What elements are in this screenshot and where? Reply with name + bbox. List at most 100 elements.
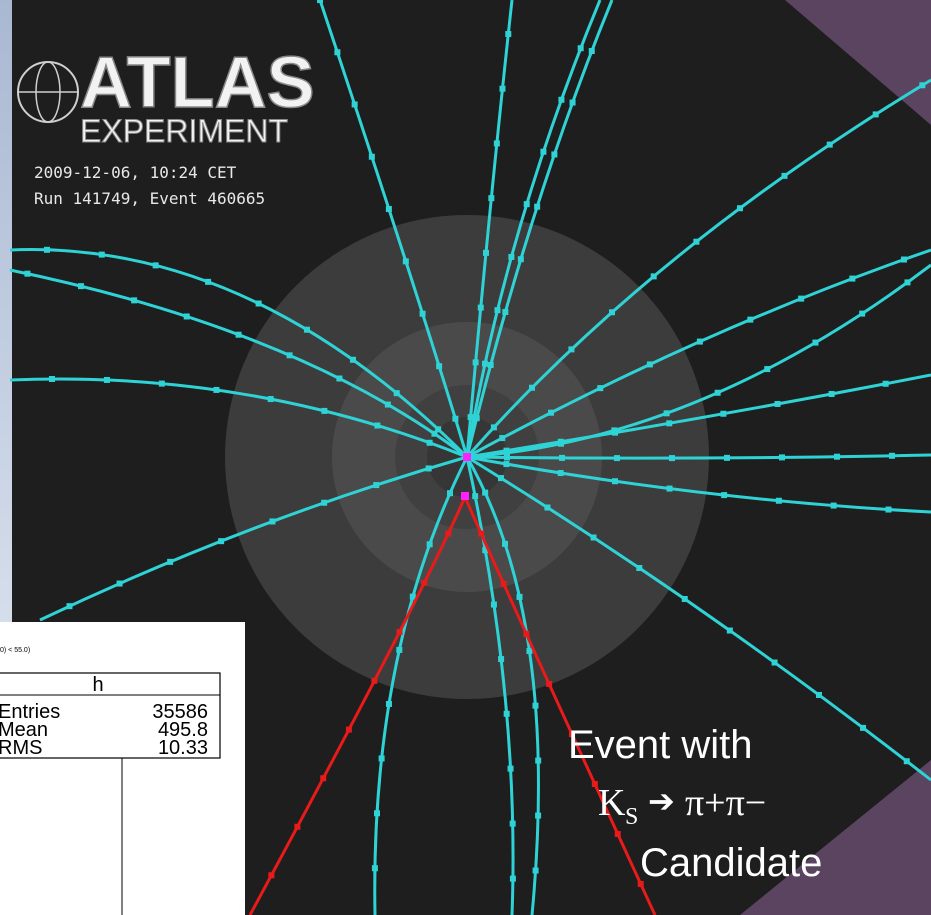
hit bbox=[591, 781, 598, 788]
hit bbox=[516, 593, 523, 600]
stat-value: 35586 bbox=[152, 701, 208, 723]
hit bbox=[798, 295, 805, 302]
hit bbox=[723, 454, 730, 461]
track bbox=[39, 455, 468, 622]
hit bbox=[235, 331, 242, 338]
hit bbox=[534, 203, 541, 210]
hit bbox=[409, 593, 416, 600]
hit bbox=[267, 396, 274, 403]
track bbox=[465, 0, 602, 458]
hit bbox=[503, 449, 510, 456]
hit bbox=[499, 435, 506, 442]
hit bbox=[286, 352, 293, 359]
hit bbox=[696, 338, 703, 345]
hit bbox=[158, 380, 165, 387]
hit bbox=[472, 493, 479, 500]
hit bbox=[548, 409, 555, 416]
hit bbox=[482, 489, 489, 496]
track bbox=[9, 377, 468, 459]
hit bbox=[502, 308, 509, 315]
hit bbox=[183, 313, 190, 320]
hit bbox=[540, 148, 547, 155]
primary-vertex bbox=[463, 453, 471, 461]
hit bbox=[294, 823, 301, 830]
hit bbox=[557, 440, 564, 447]
event-date: 2009-12-06, 10:24 CET bbox=[34, 163, 237, 182]
track bbox=[9, 268, 468, 459]
hit bbox=[714, 389, 721, 396]
hit bbox=[568, 346, 575, 353]
hit bbox=[472, 359, 479, 366]
hit bbox=[152, 262, 159, 269]
hit bbox=[351, 101, 358, 108]
hit bbox=[666, 485, 673, 492]
hit bbox=[334, 49, 341, 56]
logo-title: ATLAS bbox=[80, 43, 315, 123]
hit bbox=[487, 361, 494, 368]
hit bbox=[103, 376, 110, 383]
hit bbox=[612, 478, 619, 485]
hit bbox=[421, 579, 428, 586]
track bbox=[465, 0, 614, 458]
hit bbox=[597, 385, 604, 392]
hit bbox=[48, 375, 55, 382]
hit bbox=[320, 775, 327, 782]
hit bbox=[452, 415, 459, 422]
hit bbox=[904, 279, 911, 286]
caption-line: Event with bbox=[568, 723, 753, 767]
hit bbox=[859, 310, 866, 317]
hit bbox=[558, 454, 565, 461]
hit bbox=[384, 401, 391, 408]
secondary-vertex bbox=[461, 492, 469, 500]
hit bbox=[426, 439, 433, 446]
hit bbox=[681, 596, 688, 603]
track bbox=[466, 373, 931, 459]
hit bbox=[98, 251, 105, 258]
track bbox=[465, 0, 514, 458]
hit bbox=[499, 85, 506, 92]
hit bbox=[371, 677, 378, 684]
stat-value: 10.33 bbox=[158, 737, 208, 759]
stat-value: 495.8 bbox=[158, 719, 208, 741]
hit bbox=[900, 256, 907, 263]
track bbox=[466, 455, 931, 782]
track bbox=[373, 456, 469, 915]
hit bbox=[614, 830, 621, 837]
hit bbox=[668, 455, 675, 462]
hit bbox=[558, 96, 565, 103]
hist-name: h bbox=[92, 674, 103, 696]
hit bbox=[781, 172, 788, 179]
hit bbox=[303, 326, 310, 333]
hit bbox=[467, 414, 474, 421]
hit bbox=[849, 275, 856, 282]
caption-line: Candidate bbox=[640, 841, 822, 885]
hit bbox=[43, 246, 50, 253]
hit bbox=[828, 390, 835, 397]
hit bbox=[24, 270, 31, 277]
track bbox=[465, 78, 931, 458]
hit bbox=[568, 730, 575, 737]
stat-label: RMS bbox=[0, 737, 42, 759]
hit bbox=[497, 475, 504, 482]
stat-label: Entries bbox=[0, 701, 60, 723]
hit bbox=[393, 390, 400, 397]
hit bbox=[609, 309, 616, 316]
particle: K bbox=[598, 782, 626, 824]
decay: π+π− bbox=[685, 782, 766, 824]
track bbox=[466, 263, 931, 459]
arrow: ➔ bbox=[648, 783, 675, 819]
hit bbox=[885, 506, 892, 513]
hit bbox=[435, 426, 442, 433]
hit bbox=[532, 867, 539, 874]
hit bbox=[544, 504, 551, 511]
hit bbox=[213, 386, 220, 393]
hit bbox=[373, 810, 380, 817]
pion-track bbox=[248, 496, 467, 915]
hit bbox=[269, 518, 276, 525]
hit bbox=[532, 702, 539, 709]
hit bbox=[321, 499, 328, 506]
hit bbox=[321, 407, 328, 414]
hit bbox=[529, 384, 536, 391]
hit bbox=[490, 601, 497, 608]
hit bbox=[493, 140, 500, 147]
